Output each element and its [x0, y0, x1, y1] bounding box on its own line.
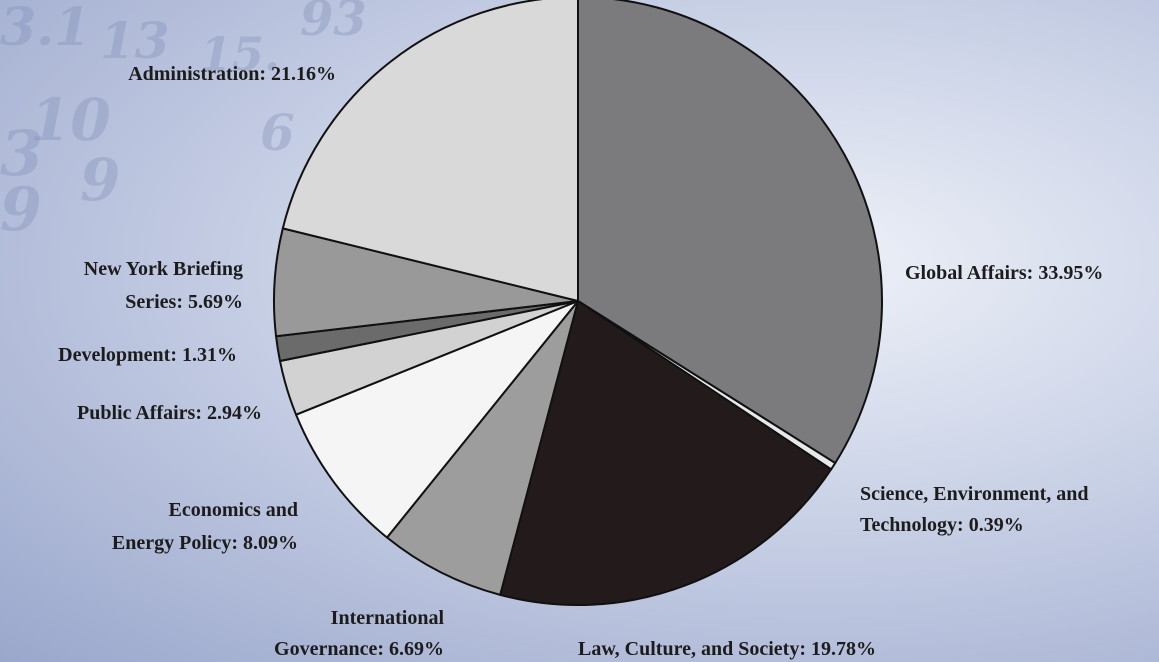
slice-law-culture-and-society — [499, 300, 833, 606]
svg-text:93: 93 — [300, 0, 367, 47]
svg-text:13: 13 — [100, 11, 170, 70]
label-public-affairs: Public Affairs: 2.94% — [77, 402, 262, 424]
label-administration: Administration: 21.16% — [128, 63, 336, 85]
label-law-culture-and-society: Law, Culture, and Society: 19.78% — [578, 638, 876, 660]
slice-economics-and-energy-policy — [295, 300, 579, 539]
pie-labels: Global Affairs: 33.95% Science, Environme… — [58, 63, 1103, 660]
background-texture: 3.1 13 15. 93 10 6 3 9 9 — [0, 0, 367, 245]
svg-text:6: 6 — [260, 103, 295, 162]
svg-text:9: 9 — [80, 146, 120, 214]
svg-text:15.: 15. — [200, 27, 280, 81]
svg-text:10: 10 — [30, 86, 111, 154]
slice-global-affairs — [577, 0, 883, 465]
label-international-governance: International Governance: 6.69% — [274, 607, 444, 660]
svg-text:9: 9 — [0, 175, 42, 245]
svg-text:3: 3 — [0, 117, 43, 190]
label-science-environment-and-technology: Science, Environment, and Technology: 0.3… — [860, 483, 1089, 536]
label-global-affairs: Global Affairs: 33.95% — [905, 262, 1103, 284]
label-development: Development: 1.31% — [58, 344, 237, 366]
pie-slices — [273, 0, 883, 606]
label-new-york-briefing-series: New York Briefing Series: 5.69% — [84, 258, 243, 313]
svg-text:3.1: 3.1 — [0, 0, 90, 58]
label-economics-and-energy-policy: Economics and Energy Policy: 8.09% — [112, 499, 298, 554]
slice-administration — [281, 0, 579, 302]
slice-international-governance — [386, 300, 579, 596]
